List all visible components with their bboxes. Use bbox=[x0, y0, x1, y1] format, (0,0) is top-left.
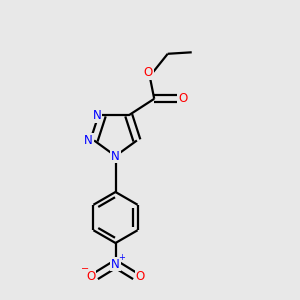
Text: O: O bbox=[136, 269, 145, 283]
Text: −: − bbox=[80, 264, 89, 274]
Text: O: O bbox=[178, 92, 188, 105]
Text: N: N bbox=[111, 149, 120, 163]
Text: N: N bbox=[111, 257, 120, 271]
Text: N: N bbox=[84, 134, 93, 147]
Text: O: O bbox=[144, 66, 153, 79]
Text: +: + bbox=[118, 253, 125, 262]
Text: O: O bbox=[86, 269, 95, 283]
Text: N: N bbox=[92, 109, 101, 122]
